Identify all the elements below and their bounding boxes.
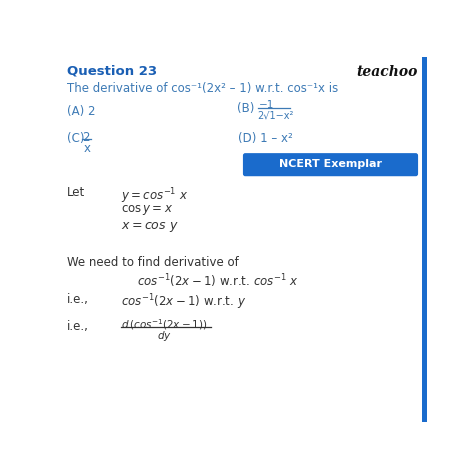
Text: i.e.,: i.e., [67, 320, 89, 333]
Text: $dy$: $dy$ [157, 329, 172, 344]
Text: (C): (C) [67, 132, 84, 146]
Text: (A) 2: (A) 2 [67, 105, 95, 118]
Text: teachoo: teachoo [356, 64, 417, 79]
Text: $\mathbf{\mathit{cos^{-1}(2x - 1)}}$ w.r.t. $\mathbf{\mathit{y}}$: $\mathbf{\mathit{cos^{-1}(2x - 1)}}$ w.r… [121, 292, 246, 312]
Text: Question 23: Question 23 [67, 64, 157, 78]
Text: We need to find derivative of: We need to find derivative of [67, 255, 239, 269]
Text: $y = cos^{-1}\ x$: $y = cos^{-1}\ x$ [121, 186, 189, 206]
Text: −1: −1 [259, 100, 274, 110]
Text: $d\,(cos^{-1}(2x-1))$: $d\,(cos^{-1}(2x-1))$ [121, 317, 208, 332]
Text: (D) 1 – x²: (D) 1 – x² [237, 132, 292, 146]
Text: $cos^{-1}(2x - 1)$ w.r.t. $cos^{-1}\ x$: $cos^{-1}(2x - 1)$ w.r.t. $cos^{-1}\ x$ [137, 273, 299, 290]
Text: 2: 2 [82, 131, 90, 144]
FancyBboxPatch shape [243, 153, 418, 176]
Text: NCERT Exemplar: NCERT Exemplar [279, 159, 382, 169]
Text: i.e.,: i.e., [67, 292, 89, 306]
Text: Let: Let [67, 186, 85, 199]
Bar [422, 57, 427, 422]
Text: 2√1−x²: 2√1−x² [258, 111, 294, 121]
Text: $\mathbf{\mathit{x = cos\ y}}$: $\mathbf{\mathit{x = cos\ y}}$ [121, 220, 179, 234]
Text: The derivative of cos⁻¹(2x² – 1) w.r.t. cos⁻¹x is: The derivative of cos⁻¹(2x² – 1) w.r.t. … [67, 82, 338, 94]
Text: x: x [83, 142, 90, 155]
Text: $\cos y = x$: $\cos y = x$ [121, 203, 173, 217]
Text: (B): (B) [237, 101, 255, 115]
